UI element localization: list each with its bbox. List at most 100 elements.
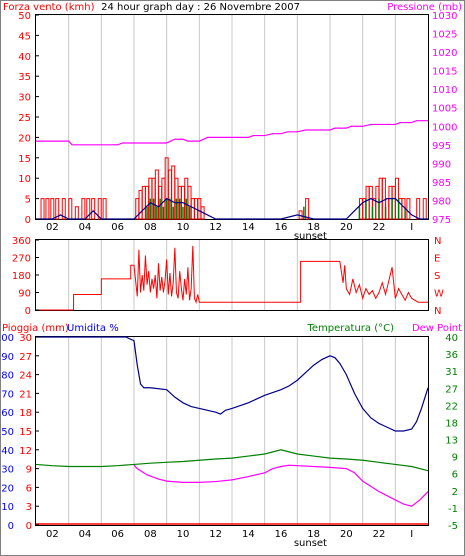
wind-gust-bar: [91, 198, 96, 220]
x-tick-label: 14: [242, 222, 255, 233]
wind-speed-tick-label: 50: [18, 11, 31, 22]
x-tick-label: 22: [373, 222, 386, 233]
temperature-tick-label: 22: [445, 401, 458, 412]
pressure-line: [36, 120, 428, 146]
humidity-tick-label: 24: [19, 371, 32, 382]
x-tick-label: I: [410, 529, 413, 540]
wind-direction-line: [36, 245, 428, 311]
pressure-tick-label: 995: [432, 141, 451, 152]
temperature-tick-label: -5: [448, 521, 458, 532]
rain-tick-label: 80: [1, 371, 14, 382]
x-tick-label: 02: [46, 222, 59, 233]
rain-tick-label: 0: [8, 521, 14, 532]
rain-tick-label: 90: [1, 352, 14, 363]
pressure-tick-label: 990: [432, 159, 451, 170]
rain-tick-label: 30: [1, 465, 14, 476]
compass-label: N: [434, 306, 441, 317]
wind-speed-tick-label: 25: [18, 113, 31, 124]
x-tick-label: 22: [373, 529, 386, 540]
pressure-tick-label: 980: [432, 196, 451, 207]
wind-speed-tick-label: 20: [18, 133, 31, 144]
wind-speed-tick-label: 15: [18, 154, 31, 165]
temperature-tick-label: 40: [445, 333, 458, 344]
rain-tick-label: 40: [1, 446, 14, 457]
temperature-tick-label: 13: [445, 436, 458, 447]
compass-label: E: [434, 254, 440, 265]
temperature-tick-label: 9: [452, 453, 458, 464]
temperature-tick-label: 6: [452, 470, 458, 481]
humidity-tick-label: 21: [19, 389, 32, 400]
humidity-tick-label: 3: [26, 502, 32, 513]
graph-day-title: 24 hour graph day : 26 Novembre 2007: [101, 2, 300, 13]
x-tick-label: 08: [144, 222, 157, 233]
x-tick-label: 18: [307, 529, 320, 540]
grid-layer: [68, 15, 396, 525]
humidity-line: [36, 336, 429, 432]
temperature-tick-label: 27: [445, 384, 458, 395]
rain-tick-label: 50: [1, 427, 14, 438]
wind-speed-tick-label: 30: [18, 93, 31, 104]
rain-tick-label: 20: [1, 483, 14, 494]
x-tick-label: 20: [340, 529, 353, 540]
humidity-tick-label: 30: [19, 333, 32, 344]
x-tick-label: 16: [275, 222, 288, 233]
pressure-tick-label: 1025: [432, 30, 457, 41]
humidity-tick-label: 27: [19, 352, 32, 363]
temperature-line: [35, 449, 429, 472]
x-tick-label: 12: [209, 222, 222, 233]
wind-speed-tick-label: 5: [25, 195, 31, 206]
sunset-label: sunset: [294, 538, 327, 549]
wind-speed-tick-label: 40: [18, 52, 31, 63]
x-tick-label: 20: [340, 222, 353, 233]
wind-speed-tick-label: 45: [18, 31, 31, 42]
rain-tick-label: 10: [1, 502, 14, 513]
humidity-axis-title: Umidita %: [67, 323, 119, 334]
temperature-tick-label: -1: [448, 504, 458, 515]
pressure-tick-label: 1000: [432, 122, 457, 133]
x-tick-label: I: [410, 222, 413, 233]
temperature-tick-label: 2: [452, 487, 458, 498]
compass-label: S: [434, 271, 440, 282]
pressure-tick-label: 1010: [432, 85, 457, 96]
wind-speed-tick-label: 35: [18, 72, 31, 83]
direction-tick-label: 360: [12, 236, 31, 247]
sunset-label: sunset: [294, 231, 327, 242]
x-tick-label: 04: [79, 529, 92, 540]
x-tick-label: 12: [209, 529, 222, 540]
wind-speed-tick-label: 10: [18, 174, 31, 185]
direction-tick-label: 90: [18, 289, 31, 300]
direction-tick-label: 180: [12, 271, 31, 282]
rain-tick-label: 100: [0, 333, 14, 344]
x-tick-label: 08: [144, 529, 157, 540]
pressure-tick-label: 1005: [432, 104, 457, 115]
x-tick-label: 06: [111, 529, 124, 540]
humidity-tick-label: 15: [19, 427, 32, 438]
direction-tick-label: 0: [25, 306, 31, 317]
x-tick-label: 10: [177, 222, 190, 233]
humidity-tick-label: 6: [26, 483, 32, 494]
direction-tick-label: 270: [12, 254, 31, 265]
humidity-tick-label: 18: [19, 408, 32, 419]
rain-tick-label: 60: [1, 408, 14, 419]
wind-speed-tick-label: 0: [25, 215, 31, 226]
compass-label: W: [434, 289, 444, 300]
x-tick-label: 14: [242, 529, 255, 540]
marks-layer: [35, 120, 429, 525]
humidity-tick-label: 9: [26, 465, 32, 476]
wind-gust-bar: [305, 198, 310, 220]
temperature-tick-label: 31: [445, 367, 458, 378]
wind-gust-bar: [406, 198, 411, 220]
pressure-tick-label: 975: [432, 215, 451, 226]
dew-point-line: [133, 464, 429, 507]
rain-tick-label: 70: [1, 389, 14, 400]
compass-label: N: [434, 236, 441, 247]
pressure-title: Pressione (mb): [387, 2, 462, 13]
wind-gust-bar: [61, 198, 66, 220]
temperature-tick-label: 36: [445, 350, 458, 361]
pressure-tick-label: 985: [432, 178, 451, 189]
pressure-tick-label: 1015: [432, 67, 457, 78]
x-tick-label: 18: [307, 222, 320, 233]
wind-mean-line: [36, 197, 428, 220]
